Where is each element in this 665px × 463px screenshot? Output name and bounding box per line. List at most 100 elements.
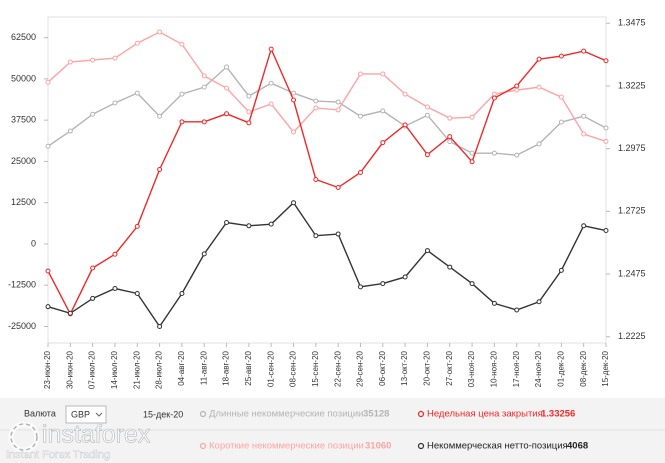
- legend-marker: [199, 442, 207, 450]
- point: [335, 231, 341, 237]
- point: [558, 94, 564, 100]
- x-tick-label: 25-авг-20: [244, 350, 253, 385]
- point: [424, 248, 430, 254]
- legend-label: Недельная цена закрытия: [427, 409, 543, 420]
- point: [291, 129, 297, 135]
- point: [380, 108, 386, 114]
- point: [179, 41, 185, 47]
- x-tick-label: 01-дек-20: [556, 350, 565, 386]
- series-line: [47, 31, 607, 143]
- point: [67, 310, 73, 316]
- point: [246, 109, 252, 115]
- point: [447, 139, 453, 145]
- point: [357, 71, 363, 77]
- point: [581, 48, 587, 54]
- point: [514, 83, 520, 89]
- point: [581, 131, 587, 137]
- point: [357, 169, 363, 175]
- point: [536, 141, 542, 147]
- point: [380, 71, 386, 77]
- point: [134, 223, 140, 229]
- point: [179, 91, 185, 97]
- x-tick-label: 11-авг-20: [199, 350, 208, 385]
- x-tick-label: 30-июн-20: [65, 350, 74, 389]
- point: [335, 185, 341, 191]
- legend-marker: [417, 410, 425, 418]
- point: [491, 91, 497, 97]
- point: [134, 290, 140, 296]
- point: [90, 111, 96, 117]
- point: [224, 220, 230, 226]
- y-tick-label: -25000: [8, 321, 36, 331]
- point: [67, 59, 73, 65]
- currency-label: Валюта: [24, 408, 56, 418]
- date-label: 15-дек-20: [143, 409, 183, 419]
- y-tick-label: 12500: [11, 197, 36, 207]
- y2-tick-label: 1.2475: [618, 268, 646, 278]
- currency-select[interactable]: [65, 405, 107, 424]
- point: [603, 138, 609, 144]
- point: [112, 100, 118, 106]
- point: [536, 84, 542, 90]
- legend-label: Длинные некоммерческие позиции: [209, 409, 363, 420]
- x-tick-label: 29-сен-20: [356, 350, 365, 387]
- x-tick-label: 10-ноя-20: [490, 350, 499, 387]
- x-tick-label: 04-авг-20: [177, 350, 186, 385]
- series-line: [47, 65, 607, 156]
- point: [291, 97, 297, 103]
- x-tick-label: 07-июл-20: [88, 350, 97, 389]
- point: [67, 128, 73, 134]
- y-tick-label: -12500: [8, 280, 36, 290]
- x-tick-label: 01-сен-20: [266, 350, 275, 387]
- y2-tick-label: 1.3225: [618, 80, 646, 90]
- x-tick-label: 06-окт-20: [378, 350, 387, 385]
- y2-tick-label: 1.2225: [618, 331, 646, 341]
- point: [291, 200, 297, 206]
- point: [424, 152, 430, 158]
- x-tick-label: 08-дек-20: [579, 350, 588, 386]
- point: [357, 113, 363, 119]
- point: [424, 104, 430, 110]
- x-tick-label: 21-июл-20: [132, 350, 141, 389]
- legend-label: Короткие некоммерческие позиции: [209, 441, 364, 452]
- point: [224, 111, 230, 117]
- point: [491, 95, 497, 101]
- y-tick-label: 25000: [11, 156, 36, 166]
- point: [246, 120, 252, 126]
- y2-tick-label: 1.2725: [618, 206, 646, 216]
- point: [45, 143, 51, 149]
- point: [469, 281, 475, 287]
- point: [335, 99, 341, 105]
- x-tick-label: 15-дек-20: [601, 350, 610, 386]
- point: [268, 221, 274, 227]
- point: [45, 79, 51, 85]
- y-tick-label: 62500: [11, 32, 36, 42]
- y-tick-label: 37500: [11, 115, 36, 125]
- legend-value: 4068: [567, 441, 588, 452]
- y-tick-label: 50000: [11, 73, 36, 83]
- legend-value: 1.33256: [541, 409, 575, 420]
- point: [313, 105, 319, 111]
- dropdown-arrow[interactable]: [95, 412, 103, 417]
- point: [268, 80, 274, 86]
- point: [179, 290, 185, 296]
- point: [469, 150, 475, 156]
- currency-value[interactable]: GBP: [71, 409, 90, 419]
- x-tick-label: 20-окт-20: [423, 350, 432, 385]
- point: [536, 56, 542, 62]
- legend-label: Некоммерческая нетто-позиция: [427, 441, 568, 452]
- watermark: instaforex Instant Forex Trading: [6, 420, 151, 461]
- point: [112, 55, 118, 61]
- point: [90, 57, 96, 63]
- point: [268, 46, 274, 52]
- point: [90, 295, 96, 301]
- point: [558, 119, 564, 125]
- point: [447, 264, 453, 270]
- x-tick-label: 14-июл-20: [110, 350, 119, 389]
- point: [424, 112, 430, 118]
- point: [581, 113, 587, 119]
- point: [447, 134, 453, 140]
- x-tick-label: 17-ноя-20: [512, 350, 521, 387]
- point: [157, 113, 163, 119]
